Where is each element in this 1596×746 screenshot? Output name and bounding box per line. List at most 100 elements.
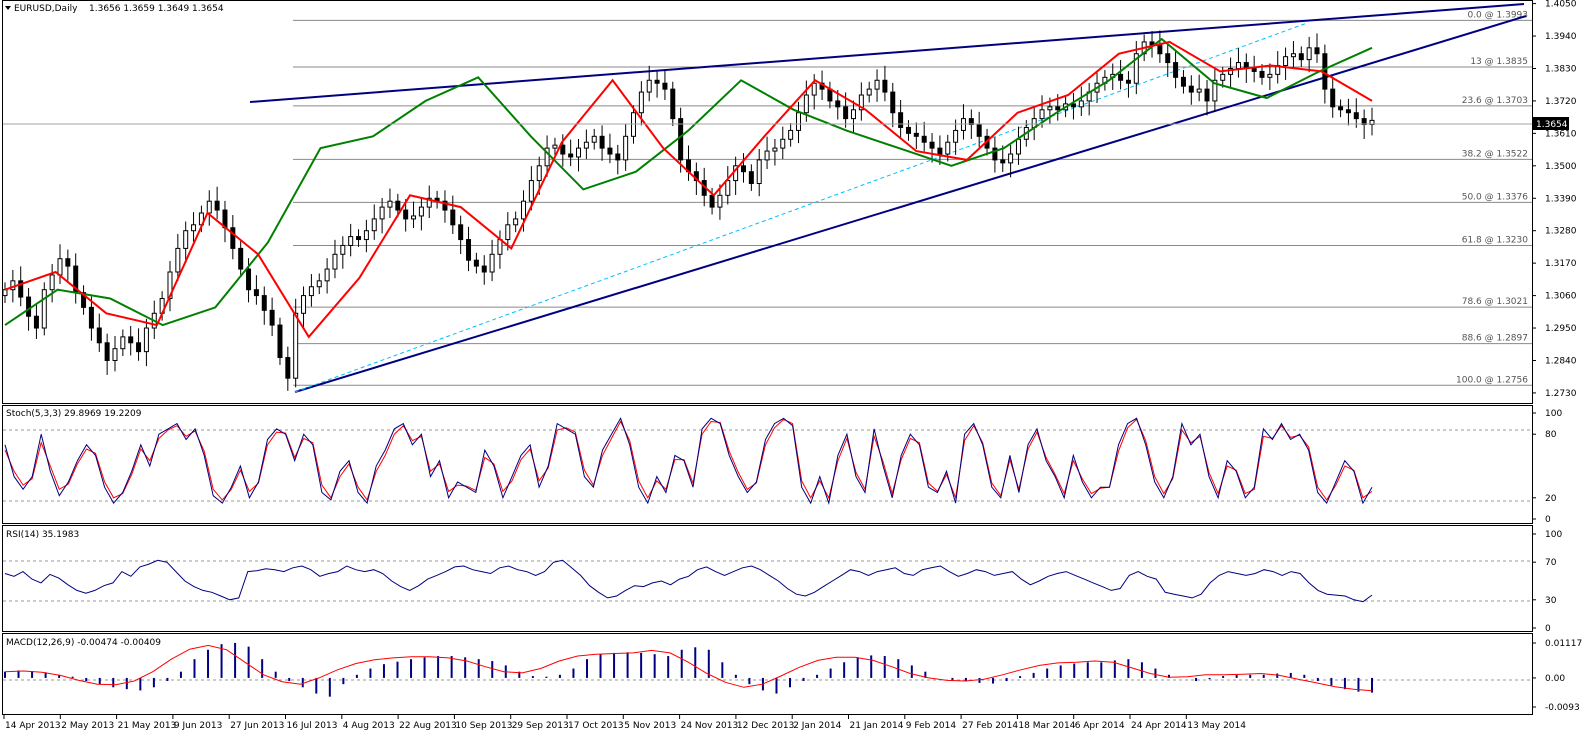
candle-body <box>356 236 362 241</box>
date-tick-label: 13 May 2014 <box>1187 721 1246 731</box>
candle-body <box>426 197 432 208</box>
candle-body <box>395 200 401 211</box>
price-tick-label: 1.2730 <box>1545 389 1577 399</box>
date-tick-label: 10 Sep 2013 <box>455 721 512 731</box>
candle-body <box>725 180 731 196</box>
candle-body <box>293 312 299 379</box>
symbol-dropdown-icon[interactable] <box>5 6 11 10</box>
candle-body <box>560 144 566 155</box>
rsi-title: RSI(14) 35.1983 <box>6 530 79 540</box>
candle-body <box>324 268 330 282</box>
candle-body <box>764 150 770 161</box>
candle-body <box>26 296 32 317</box>
date-tick-label: 2 Jan 2014 <box>793 721 841 731</box>
date-tick-label: 24 Apr 2014 <box>1131 721 1187 731</box>
candle-body <box>1220 73 1226 81</box>
fibonacci-retracement: 0.0 @ 1.3993 13 @ 1.3835 23.6 @ 1.3703 38.2… <box>293 10 1532 386</box>
candle-body <box>120 336 126 350</box>
candle-body <box>473 259 479 267</box>
candle-body <box>1204 88 1210 102</box>
macd-title: MACD(12,26,9) -0.00474 -0.00409 <box>6 638 161 648</box>
candle-body <box>1008 153 1014 164</box>
candle-body <box>638 91 644 114</box>
candle-body <box>387 200 393 208</box>
candle-body <box>316 280 322 288</box>
candle-body <box>1157 44 1163 55</box>
stoch-y-axis: 100 80 20 0 <box>1532 409 1562 525</box>
price-tick-label: 1.3940 <box>1545 32 1577 42</box>
candle-body <box>898 112 904 128</box>
candle-body <box>850 109 856 120</box>
rsi-tick-label: 0 <box>1545 624 1551 634</box>
candle-body <box>788 129 794 140</box>
candle-body <box>1290 53 1296 58</box>
candle-body <box>450 209 456 226</box>
symbol-label: EURUSD,Daily <box>14 4 78 14</box>
candle-body <box>960 118 966 131</box>
date-tick-label: 24 Nov 2013 <box>681 721 739 731</box>
stoch-tick-label: 0 <box>1545 515 1551 525</box>
candle-body <box>521 200 527 220</box>
candle-body <box>1361 118 1367 126</box>
candle-body <box>811 82 817 96</box>
candle-body <box>1000 159 1006 164</box>
candle-body <box>1330 88 1336 108</box>
candle-body <box>1338 106 1344 111</box>
fib-level-label: 100.0 @ 1.2756 <box>1456 375 1528 385</box>
moving-average-red-line <box>4 40 1373 339</box>
price-tick-label: 1.3280 <box>1545 227 1577 237</box>
candle-body <box>1306 47 1312 61</box>
candle-body <box>945 141 951 155</box>
candle-body <box>835 100 841 108</box>
fib-level-label: 13 @ 1.3835 <box>1470 57 1528 67</box>
candle-body <box>411 215 417 220</box>
stoch-tick-label: 80 <box>1545 430 1557 440</box>
candle-body <box>1125 79 1131 84</box>
candle-body <box>528 180 534 202</box>
price-tick-label: 1.3060 <box>1545 292 1577 302</box>
candle-body <box>646 79 652 93</box>
stoch-panel-frame <box>2 405 1533 524</box>
date-tick-label: 5 Nov 2013 <box>624 721 676 731</box>
price-tick-label: 1.3830 <box>1545 64 1577 74</box>
candle-body <box>442 200 448 211</box>
candle-body <box>1251 67 1257 72</box>
price-panel-frame <box>2 0 1533 404</box>
candle-body <box>678 118 684 161</box>
price-tick-label: 1.3390 <box>1545 194 1577 204</box>
candle-body <box>505 224 511 241</box>
candle-body <box>576 147 582 158</box>
date-tick-label: 27 Jun 2013 <box>230 721 284 731</box>
candle-body <box>953 129 959 143</box>
candle-body <box>599 135 605 149</box>
panel-frames <box>2 0 1533 715</box>
candle-body <box>1369 119 1375 126</box>
candle-body <box>1314 47 1320 55</box>
candle-body <box>1165 53 1171 64</box>
stoch-lines <box>4 417 1373 506</box>
date-tick-label: 29 Sep 2013 <box>512 721 569 731</box>
candle-body <box>18 280 24 298</box>
candle-body <box>81 292 87 308</box>
stoch-signal-line <box>4 418 1373 502</box>
candle-body <box>1283 56 1289 67</box>
candle-body <box>1322 53 1328 90</box>
candle-body <box>261 295 267 311</box>
candle-body <box>33 315 39 329</box>
candle-body <box>772 147 778 152</box>
candle-body <box>536 165 542 182</box>
date-tick-label: 21 May 2013 <box>118 721 177 731</box>
price-tick-label: 1.3720 <box>1545 97 1577 107</box>
candle-body <box>143 327 149 353</box>
candle-body <box>544 147 550 167</box>
candle-body <box>843 106 849 120</box>
candle-body <box>308 286 314 297</box>
candle-body <box>128 336 134 344</box>
candle-body <box>214 200 220 211</box>
candle-body <box>905 126 911 134</box>
ohlc-values: 1.3656 1.3659 1.3649 1.3654 <box>89 4 224 14</box>
candle-body <box>481 265 487 273</box>
moving-average-green-line <box>4 37 1373 327</box>
candle-body <box>552 144 558 149</box>
